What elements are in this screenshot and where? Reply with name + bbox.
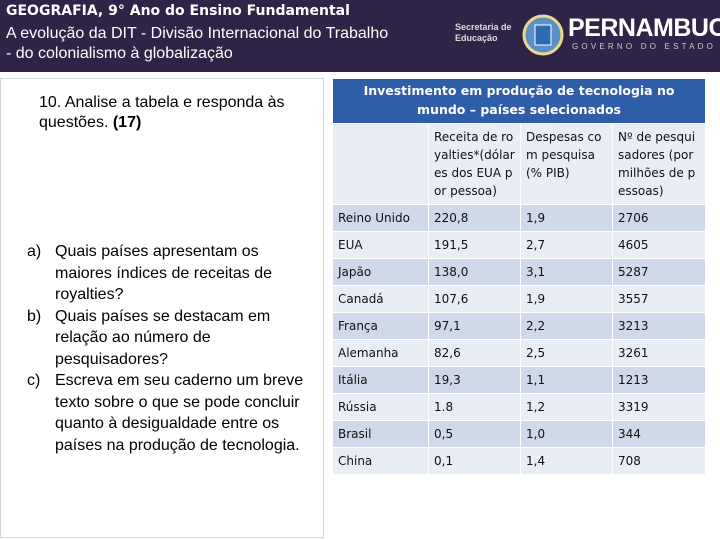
- country-cell: Brasil: [332, 420, 429, 448]
- slide-title: GEOGRAFIA, 9° Ano do Ensino Fundamental: [6, 3, 350, 19]
- table-cell: 191,5: [428, 231, 521, 259]
- table-row: China 0,1 1,4 708: [332, 447, 707, 475]
- question: 10. Analise a tabela e responda às quest…: [39, 93, 319, 133]
- item-text: Escreva em seu caderno um breve texto so…: [55, 372, 304, 454]
- item-letter: a): [27, 243, 42, 260]
- country-cell: Itália: [332, 366, 429, 394]
- country-cell: Reino Unido: [332, 204, 429, 232]
- table-title: Investimento em produção de tecnologia n…: [331, 78, 707, 124]
- table-cell: 1,9: [520, 204, 613, 232]
- table-cell: 3319: [611, 393, 707, 421]
- table-cell: 19,3: [428, 366, 521, 394]
- question-number: 10.: [39, 94, 62, 111]
- table-cell: 2706: [611, 204, 707, 232]
- subtitle-line: - do colonialismo à globalização: [6, 45, 233, 62]
- table-row: Alemanha 82,6 2,5 3261: [332, 339, 707, 367]
- table-cell: 2,7: [520, 231, 613, 259]
- table-cell: 107,6: [428, 285, 521, 313]
- table-row: Reino Unido 220,8 1,9 2706: [332, 204, 707, 232]
- table-cell: 1213: [611, 366, 707, 394]
- table-header-row: Receita de royalties*(dólares dos EUA po…: [332, 123, 707, 205]
- table-cell: 82,6: [428, 339, 521, 367]
- table-cell: 1,2: [520, 393, 613, 421]
- country-cell: França: [332, 312, 429, 340]
- logo-state: PERNAMBUCO: [568, 14, 720, 42]
- table-row: Canadá 107,6 1,9 3557: [332, 285, 707, 313]
- item-letter: b): [27, 307, 42, 325]
- table-cell: 1,0: [520, 420, 613, 448]
- table-cell: 4605: [611, 231, 707, 259]
- table-cell: 344: [611, 420, 707, 448]
- country-cell: Rússia: [332, 393, 429, 421]
- state-emblem: [522, 14, 564, 56]
- logo-secretaria: Secretaria de Educação: [455, 22, 512, 43]
- table-cell: 1,4: [520, 447, 613, 475]
- column-header: Nº de pesquisadores (por milhões de pess…: [611, 123, 707, 205]
- corner-cell: [332, 123, 429, 205]
- data-table: Investimento em produção de tecnologia n…: [331, 78, 707, 475]
- table-cell: 3261: [611, 339, 707, 367]
- country-cell: EUA: [332, 231, 429, 259]
- item-letter: c): [27, 372, 41, 389]
- question-text: Analise a tabela e responda às questões.: [39, 94, 285, 131]
- question-code: (17): [112, 114, 142, 131]
- country-cell: Japão: [332, 258, 429, 286]
- table-row: Rússia 1.8 1,2 3319: [332, 393, 707, 421]
- table-cell: 5287: [611, 258, 707, 286]
- table-cell: 0,5: [428, 420, 521, 448]
- column-header: Despesas com pesquisa (% PIB): [520, 123, 613, 205]
- table-cell: 2,2: [520, 312, 613, 340]
- country-cell: Alemanha: [332, 339, 429, 367]
- column-header: Receita de royalties*(dólares dos EUA po…: [428, 123, 521, 205]
- table-title-row: Investimento em produção de tecnologia n…: [331, 78, 707, 124]
- table-cell: 0,1: [428, 447, 521, 475]
- table-cell: 1,1: [520, 366, 613, 394]
- question-item: c) Escreva em seu caderno um breve texto …: [23, 370, 313, 456]
- subtitle-line: A evolução da DIT - Divisão Internaciona…: [6, 25, 389, 42]
- table-row: Brasil 0,5 1,0 344: [332, 420, 707, 448]
- item-text: Quais países se destacam em relação ao n…: [55, 307, 271, 368]
- question-item: b) Quais países se destacam em relação ao…: [23, 306, 313, 371]
- question-panel: 10. Analise a tabela e responda às quest…: [0, 78, 324, 538]
- table-cell: 2,5: [520, 339, 613, 367]
- table-cell: 97,1: [428, 312, 521, 340]
- table-cell: 3557: [611, 285, 707, 313]
- table-cell: 138,0: [428, 258, 521, 286]
- logo-government: GOVERNO DO ESTADO: [572, 42, 717, 51]
- country-cell: China: [332, 447, 429, 475]
- table-cell: 708: [611, 447, 707, 475]
- country-cell: Canadá: [332, 285, 429, 313]
- table-row: Japão 138,0 3,1 5287: [332, 258, 707, 286]
- banner: GEOGRAFIA, 9° Ano do Ensino Fundamental …: [0, 0, 720, 72]
- question-item: a) Quais países apresentam os maiores índ…: [23, 241, 313, 306]
- question-items: a) Quais países apresentam os maiores índ…: [23, 241, 313, 456]
- table-cell: 1.8: [428, 393, 521, 421]
- table-cell: 3213: [611, 312, 707, 340]
- table-cell: 220,8: [428, 204, 521, 232]
- item-text: Quais países apresentam os maiores índic…: [55, 243, 272, 303]
- table-row: França 97,1 2,2 3213: [332, 312, 707, 340]
- slide-subtitle: A evolução da DIT - Divisão Internaciona…: [6, 24, 388, 64]
- table-row: Itália 19,3 1,1 1213: [332, 366, 707, 394]
- table-cell: 1,9: [520, 285, 613, 313]
- table-row: EUA 191,5 2,7 4605: [332, 231, 707, 259]
- table-cell: 3,1: [520, 258, 613, 286]
